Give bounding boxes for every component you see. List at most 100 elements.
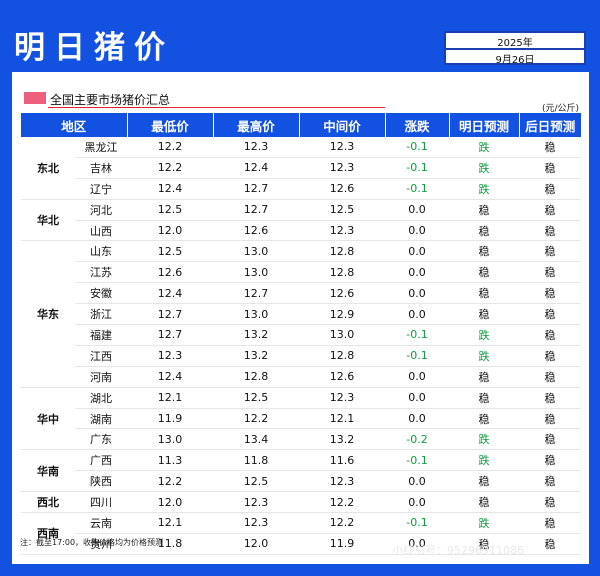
min-price-cell: 12.1 [157,516,183,530]
mid-price-cell: 11.9 [329,537,355,551]
after-forecast-cell: 稳 [544,475,556,489]
tomorrow-forecast-cell: 稳 [478,203,490,217]
mid-price-cell: 12.1 [329,412,355,426]
tomorrow-forecast-cell: 跌 [478,433,490,447]
table-row: 浙江 12.7 13.0 12.9 0.0 稳 稳 [21,304,582,325]
table-row: 华中 湖北 12.1 12.5 12.3 0.0 稳稳 [21,387,582,426]
mid-price-cell: 12.3 [329,140,355,154]
tomorrow-forecast-cell: 跌 [478,516,490,530]
col-header-max: 最高价 [213,113,300,137]
after-forecast-cell: 稳 [544,454,556,468]
region-cell: 西南 [37,527,59,541]
max-price-cell: 12.5 [243,474,269,488]
tomorrow-forecast-cell: 跌 [478,182,490,196]
price-table: 地区 最低价 最高价 中间价 涨跌 明日预测 后日预测 东北 黑龙江 12.2 12.… [21,113,582,555]
after-forecast-cell: 稳 [544,537,556,551]
mid-price-cell: 11.6 [329,453,355,467]
min-price-cell: 11.8 [157,537,183,551]
tomorrow-forecast-cell: 稳 [478,412,490,426]
max-price-cell: 13.0 [243,265,269,279]
min-price-cell: 11.9 [157,412,183,426]
col-header-mid: 中间价 [299,113,386,137]
table-body: 东北 黑龙江 12.2 12.3 12.3 -0.1 跌稳吉林 12.2 12.4 12.3 -0.… [21,137,582,555]
page-title: 明日猪价 [14,30,174,66]
change-cell: 0.0 [408,412,426,426]
tomorrow-forecast-cell: 稳 [478,245,490,259]
min-price-cell: 12.4 [157,370,183,384]
change-cell: 0.0 [408,244,426,258]
change-cell: 0.0 [408,537,426,551]
mid-price-cell: 12.2 [329,495,355,509]
change-cell: -0.1 [406,140,428,154]
province-cell: 广西 [90,454,112,468]
after-forecast-cell: 稳 [544,287,556,301]
region-cell: 华北 [37,214,59,228]
change-cell: 0.0 [408,474,426,488]
province-cell: 山东 [90,245,112,259]
tomorrow-forecast-cell: 稳 [478,496,490,510]
date-label: 9月26日 [495,55,535,66]
province-cell: 山西 [90,224,112,238]
col-header-tomorrow: 明日预测 [449,113,520,137]
max-price-cell: 12.7 [243,182,269,196]
province-cell: 四川 [90,496,112,510]
max-price-cell: 12.8 [243,370,269,384]
table-row: 河南 12.4 12.8 12.6 0.0 稳 稳 [21,366,582,388]
min-price-cell: 12.4 [157,182,183,196]
max-price-cell: 12.2 [243,412,269,426]
change-cell: 0.0 [408,495,426,509]
province-cell: 安徽 [90,287,112,301]
mid-price-cell: 12.3 [329,161,355,175]
max-price-cell: 13.2 [243,328,269,342]
max-price-cell: 12.6 [243,224,269,237]
max-price-cell: 11.8 [243,453,269,467]
mid-price-cell: 12.6 [329,182,355,196]
region-cell: 东北 [37,161,59,175]
table-row: 广东 13.0 13.4 13.2 -0.2 跌 稳 [21,429,582,450]
province-cell: 江西 [90,349,112,363]
table-row: 江苏 12.6 13.0 12.8 0.0 稳 稳 [21,262,582,283]
tomorrow-forecast-cell: 跌 [478,349,490,363]
max-price-cell: 12.3 [243,516,269,530]
table-row: 安徽 12.4 12.7 12.6 0.0 稳 稳 [21,283,582,304]
province-cell: 贵州 [90,537,112,551]
after-forecast-cell: 稳 [544,245,556,259]
min-price-cell: 12.0 [157,224,183,237]
min-price-cell: 12.1 [157,391,183,405]
change-cell: -0.2 [406,432,428,446]
province-cell: 江苏 [90,266,112,280]
table-row: 华北 河北 12.5 12.7 12.5 0.0 稳 稳 [21,199,582,227]
col-header-after: 后日预测 [519,113,582,137]
after-forecast-cell: 稳 [544,140,556,154]
after-forecast-cell: 稳 [544,308,556,322]
change-cell: 0.0 [408,370,426,384]
change-cell: -0.1 [406,349,428,363]
mid-price-cell: 12.6 [329,286,355,300]
after-forecast-cell: 稳 [544,203,556,217]
after-forecast-cell: 稳 [544,516,556,530]
mid-price-cell: 12.3 [329,224,355,237]
tomorrow-forecast-cell: 稳 [478,370,490,384]
province-cell: 陕西 [90,475,112,489]
after-forecast-cell: 稳 [544,496,556,510]
after-forecast-cell: 稳 [544,161,556,175]
province-cell: 辽宁 [90,182,112,196]
mid-price-cell: 12.3 [329,391,355,405]
table-row: 湖南 11.9 12.2 12.1 0.0 稳 稳 [21,408,582,429]
mid-price-cell: 12.2 [329,516,355,530]
province-cell: 黑龙江 [84,140,118,154]
min-price-cell: 12.0 [157,495,183,509]
section-underline [48,107,385,108]
table-row: 吉林 12.2 12.4 12.3 -0.1 跌 稳 [21,157,582,179]
change-cell: 0.0 [408,307,426,321]
province-cell: 广东 [90,433,112,447]
mid-price-cell: 12.8 [329,265,355,279]
tomorrow-forecast-cell: 稳 [478,287,490,301]
min-price-cell: 12.7 [157,307,183,321]
section-title: 全国主要市场猪价汇总 [50,93,171,107]
max-price-cell: 13.4 [243,432,269,446]
max-price-cell: 12.3 [243,140,269,154]
region-cell: 华中 [37,412,59,426]
province-cell: 云南 [90,516,112,530]
table-row: 辽宁 12.4 12.7 12.6 -0.1 跌 稳 [21,178,582,200]
